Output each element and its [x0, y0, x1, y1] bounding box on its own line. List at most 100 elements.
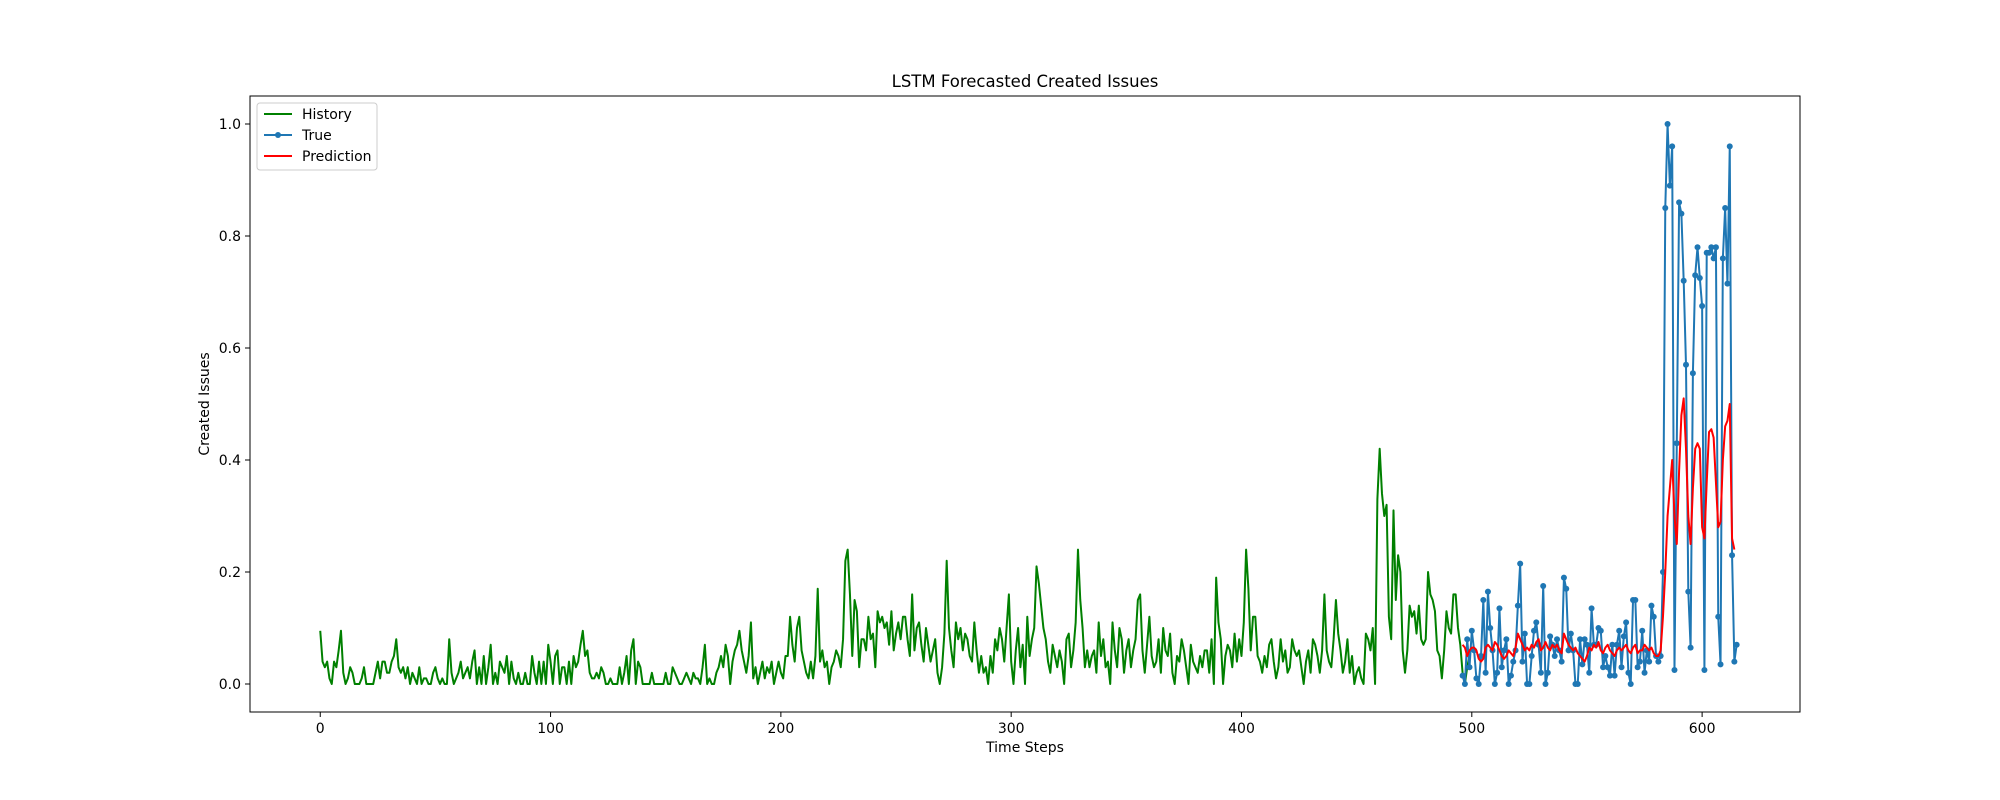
true-point [1586, 669, 1593, 676]
y-tick-label: 0.6 [219, 341, 241, 357]
x-tick-label: 100 [537, 721, 564, 737]
true-point [1579, 661, 1586, 668]
true-point [1533, 619, 1540, 626]
true-point [1574, 681, 1581, 687]
x-tick-label: 300 [998, 721, 1025, 737]
true-point [1676, 199, 1683, 206]
true-point [1722, 205, 1729, 211]
true-point [1537, 669, 1544, 676]
true-point [1717, 661, 1724, 668]
true-point [1683, 361, 1689, 368]
true-point [1554, 636, 1561, 643]
true-point [1708, 244, 1715, 251]
true-point [1650, 613, 1657, 620]
chart-title: LSTM Forecasted Created Issues [892, 72, 1159, 91]
x-axis-label: Time Steps [985, 740, 1064, 756]
true-point [1547, 633, 1554, 640]
true-point [1461, 681, 1468, 687]
true-point [1482, 669, 1489, 676]
true-point [1487, 625, 1494, 631]
true-point [1678, 210, 1685, 217]
true-point [1680, 277, 1687, 284]
true-point [1701, 667, 1708, 673]
true-point [1540, 583, 1547, 589]
true-point [1484, 588, 1491, 595]
true-point [1706, 249, 1713, 256]
y-tick-label: 0.8 [219, 229, 241, 245]
true-point [1558, 658, 1565, 665]
true-point [1521, 630, 1528, 637]
true-point [1671, 667, 1678, 673]
true-point [1563, 585, 1570, 592]
true-point [1577, 636, 1584, 643]
true-point [1726, 143, 1733, 150]
true-point [1491, 681, 1498, 687]
legend-box [256, 102, 378, 171]
true-point [1496, 605, 1503, 612]
plot-area [319, 121, 1740, 687]
y-tick-label: 1.0 [219, 117, 241, 133]
true-point [1712, 244, 1719, 251]
true-point [1466, 664, 1473, 671]
plot-frame [249, 95, 1801, 713]
true-point [1625, 669, 1632, 676]
y-axis-label: Created Issues [197, 352, 213, 455]
true-point [1475, 681, 1482, 687]
true-point [1689, 370, 1696, 377]
true-point [1616, 627, 1623, 634]
true-point [1560, 574, 1567, 581]
true-point [1551, 653, 1558, 659]
true-point [1636, 658, 1643, 665]
true-point [1494, 669, 1501, 676]
true-point [1699, 303, 1706, 309]
true-point [1473, 675, 1480, 682]
true-point [1733, 641, 1740, 648]
y-tick-label: 0.4 [219, 453, 241, 469]
true-point [1565, 647, 1572, 654]
true-point [1611, 672, 1618, 679]
true-point [1669, 143, 1676, 150]
true-point [1544, 669, 1551, 676]
legend-prediction-label: Prediction [302, 149, 372, 165]
prediction-series-line [1461, 397, 1736, 663]
true-point [1715, 613, 1722, 620]
true-point [1530, 627, 1537, 634]
legend-true-label: True [301, 128, 332, 144]
true-point [1501, 647, 1508, 654]
true-point [1729, 552, 1736, 559]
true-point [1618, 664, 1625, 671]
x-tick-label: 400 [1228, 721, 1255, 737]
true-point [1662, 205, 1669, 211]
true-point [1609, 641, 1616, 648]
history-series-line [319, 447, 1471, 685]
true-point [1528, 653, 1535, 659]
true-point [1632, 597, 1639, 603]
true-point [1623, 619, 1630, 626]
true-point [1517, 560, 1524, 567]
true-point [1510, 658, 1517, 665]
x-tick-label: 0 [316, 721, 325, 737]
true-point [1507, 672, 1514, 679]
true-point [1581, 636, 1588, 643]
true-point [1468, 627, 1475, 634]
true-point [1724, 280, 1731, 287]
true-point [1498, 664, 1505, 671]
true-point [1719, 255, 1726, 262]
true-point [1503, 636, 1510, 643]
true-point [1666, 182, 1673, 189]
true-point [1641, 669, 1648, 676]
true-point [1731, 658, 1738, 665]
true-point [1459, 672, 1466, 679]
true-point [1613, 641, 1620, 648]
true-point [1627, 681, 1634, 687]
true-point [1655, 658, 1662, 665]
true-point [1634, 664, 1641, 671]
true-point [1639, 627, 1646, 634]
true-point [1604, 664, 1611, 671]
true-point [1664, 121, 1671, 127]
true-point [1514, 602, 1521, 609]
y-tick-label: 0.0 [219, 677, 241, 693]
true-point [1542, 681, 1549, 687]
true-point [1685, 588, 1692, 595]
